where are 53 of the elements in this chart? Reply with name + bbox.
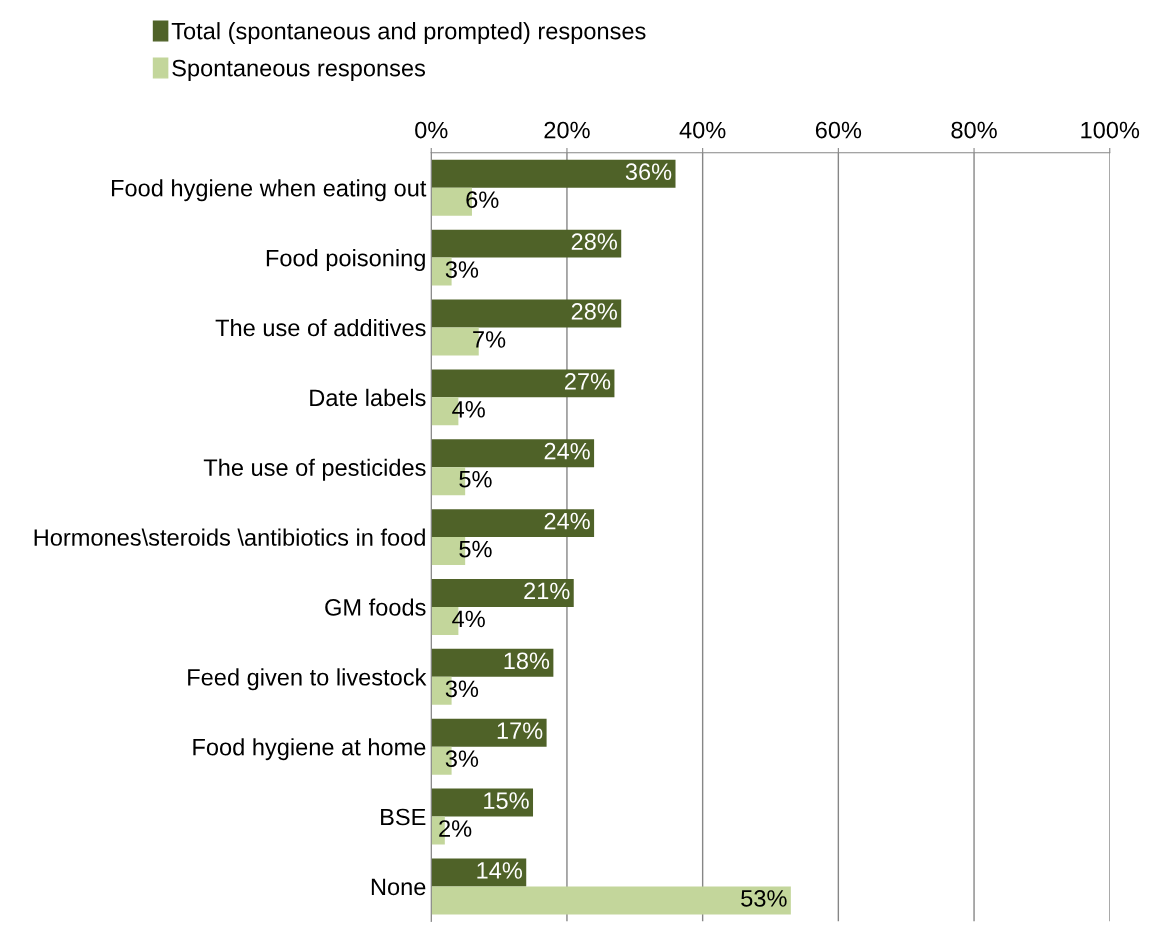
x-tick-label: 100% [1081,121,1140,139]
bar [431,439,595,468]
data-label: 28% [571,233,617,250]
data-label: 5% [459,540,492,558]
bar [431,299,622,328]
data-label: 4% [452,610,485,628]
data-label: 15% [484,792,529,809]
y-tick-label: Feed given to livestock [188,668,427,691]
bar [431,229,622,258]
x-tick-label: 60% [815,121,862,139]
legend-label: Total (spontaneous and prompted) responses [171,22,646,45]
data-label: 3% [445,750,479,768]
data-label: 17% [497,722,543,739]
data-label: 27% [564,372,611,390]
data-label: 2% [439,820,472,837]
bar [431,159,676,188]
data-label: 7% [473,331,506,348]
x-tick-label: 0% [415,121,448,139]
data-label: 21% [524,582,570,600]
y-tick-label: None [371,878,426,896]
data-label: 53% [741,890,787,907]
data-label: 6% [466,191,499,209]
bar [431,579,574,607]
y-tick-label: Hormones\steroids \antibiotics in food [34,528,425,546]
y-tick-label: Date labels [310,388,426,407]
data-label: 3% [445,680,479,698]
data-label: 14% [477,862,523,879]
y-tick-label: BSE [381,808,426,826]
legend-label: Spontaneous responses [172,59,426,82]
bar [431,886,791,915]
bar [431,648,554,677]
data-label: 3% [445,261,479,278]
data-label: 5% [459,470,492,488]
bar [431,509,595,538]
data-label: 24% [544,442,590,460]
x-tick-label: 40% [679,121,726,139]
data-label: 36% [625,163,672,181]
x-tick-label: 80% [951,121,997,139]
y-tick-label: The use of pesticides [203,458,426,481]
y-tick-label: GM foods [325,598,426,616]
y-tick-label: The use of additives [215,318,426,337]
bar [431,718,547,747]
y-tick-label: Food poisoning [266,249,425,272]
data-label: 4% [452,401,485,418]
y-tick-label: Food hygiene when eating out [111,179,427,202]
data-label: 18% [504,652,550,670]
bar [431,858,527,887]
y-tick-label: Food hygiene at home [193,738,426,761]
data-label: 28% [571,303,617,320]
x-tick-label: 20% [544,121,590,139]
bar [431,369,615,398]
data-label: 24% [544,512,590,530]
bar [431,788,534,817]
